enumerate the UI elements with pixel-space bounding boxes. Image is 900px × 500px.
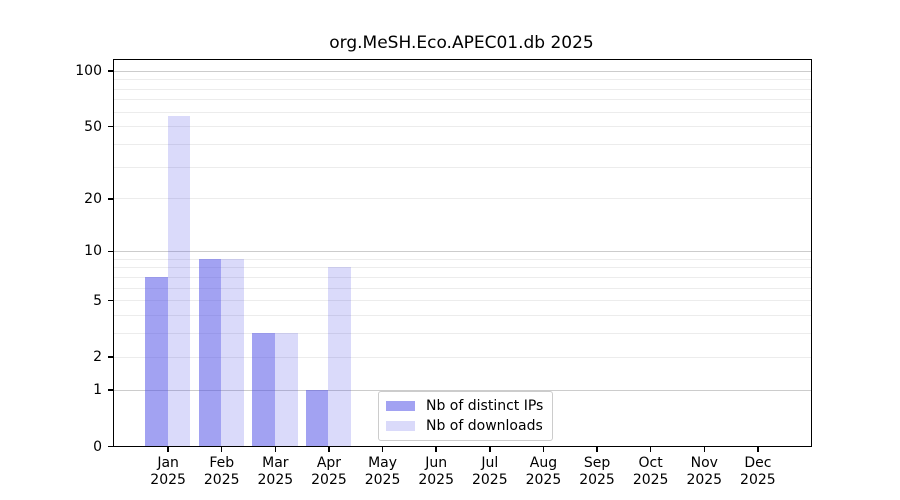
bar-distinct-ips-jan (144, 276, 168, 446)
x-tick-label-dec: Dec 2025 (740, 455, 776, 488)
y-tick-label-100: 100 (75, 63, 102, 80)
gridline-minor-30 (114, 166, 811, 168)
y-tick-label-0: 0 (93, 438, 102, 455)
y-tick-mark-100 (108, 70, 113, 72)
gridline-minor-60 (114, 111, 811, 113)
y-tick-label-1: 1 (93, 382, 102, 399)
x-tick-mark-nov (703, 446, 706, 452)
y-tick-label-5: 5 (93, 292, 102, 309)
gridline-minor-7 (114, 276, 811, 278)
x-tick-label-oct: Oct 2025 (632, 455, 669, 488)
gridline-minor-50 (114, 126, 811, 128)
gridline-minor-3 (114, 333, 811, 335)
bar-distinct-ips-feb (198, 258, 222, 446)
gridline-minor-5 (114, 300, 811, 302)
x-tick-mark-aug (542, 446, 545, 452)
x-tick-label-jan: Jan 2025 (150, 455, 186, 488)
gridline-minor-8 (114, 267, 811, 269)
legend-item-distinct-ips: Nb of distinct IPs (386, 396, 543, 416)
gridline-major-10 (114, 250, 811, 252)
y-tick-mark-20 (108, 198, 113, 200)
gridline-minor-40 (114, 143, 811, 145)
bar-distinct-ips-apr (305, 389, 329, 446)
x-tick-label-sep: Sep 2025 (579, 455, 615, 488)
legend: Nb of distinct IPs Nb of downloads (378, 391, 554, 441)
x-tick-mark-dec (757, 446, 759, 452)
x-tick-mark-feb (220, 446, 223, 452)
y-tick-label-50: 50 (84, 118, 102, 135)
x-tick-label-may: May 2025 (364, 455, 401, 488)
gridline-minor-90 (114, 79, 811, 81)
gridline-minor-2 (114, 356, 811, 358)
bar-downloads-jan (167, 115, 191, 446)
bar-downloads-mar (274, 333, 298, 446)
bar-downloads-feb (221, 258, 244, 446)
y-tick-mark-50 (108, 125, 113, 128)
legend-swatch-downloads (386, 421, 415, 431)
x-tick-label-apr: Apr 2025 (311, 455, 347, 488)
x-tick-label-nov: Nov 2025 (686, 455, 723, 488)
gridline-major-100 (114, 70, 811, 72)
legend-item-downloads: Nb of downloads (386, 416, 543, 436)
x-tick-label-mar: Mar 2025 (257, 455, 294, 488)
y-tick-label-20: 20 (84, 190, 102, 207)
y-tick-mark-0 (108, 445, 113, 448)
x-tick-mark-apr (328, 446, 330, 452)
x-tick-label-aug: Aug 2025 (525, 455, 562, 488)
x-tick-mark-jun (435, 446, 437, 452)
x-tick-mark-may (381, 446, 384, 452)
y-tick-mark-2 (108, 356, 113, 358)
legend-label-distinct-ips: Nb of distinct IPs (426, 398, 544, 414)
x-tick-mark-jan (167, 446, 169, 452)
x-tick-mark-mar (274, 446, 277, 452)
y-tick-mark-1 (108, 389, 113, 391)
chart-title: org.MeSH.Eco.APEC01.db 2025 (329, 33, 594, 53)
gridline-major-1 (114, 389, 811, 391)
x-tick-mark-oct (649, 446, 652, 452)
x-tick-label-jun: Jun 2025 (418, 455, 454, 488)
gridline-minor-80 (114, 88, 811, 90)
legend-swatch-distinct-ips (386, 401, 415, 411)
x-tick-mark-jul (489, 446, 491, 452)
y-tick-label-10: 10 (84, 243, 102, 260)
gridline-minor-20 (114, 198, 811, 200)
plot-area (113, 59, 812, 447)
bar-downloads-apr (328, 267, 352, 446)
bar-distinct-ips-mar (252, 333, 275, 446)
gridline-minor-70 (114, 99, 811, 101)
y-tick-mark-10 (108, 250, 113, 253)
x-tick-mark-sep (596, 446, 598, 452)
x-tick-label-feb: Feb 2025 (203, 455, 240, 488)
x-tick-label-jul: Jul 2025 (471, 455, 508, 488)
gridline-minor-4 (114, 315, 811, 317)
y-tick-label-2: 2 (93, 349, 102, 366)
legend-label-downloads: Nb of downloads (426, 418, 543, 434)
gridline-minor-9 (114, 258, 811, 260)
gridline-minor-6 (114, 287, 811, 289)
y-tick-mark-5 (108, 299, 113, 302)
